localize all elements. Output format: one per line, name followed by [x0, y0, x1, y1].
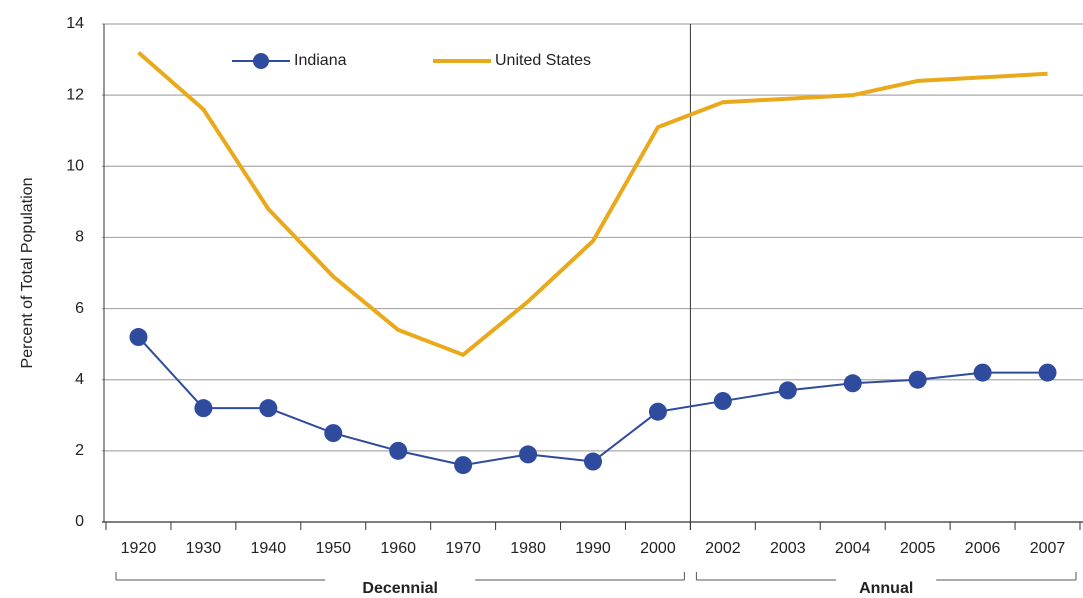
x-tick-label: 1920 — [121, 540, 157, 557]
marker — [843, 374, 862, 393]
legend-label: United States — [495, 52, 591, 69]
x-tick-label: 1970 — [445, 540, 481, 557]
y-tick-label: 4 — [75, 371, 84, 388]
y-tick-label: 6 — [75, 300, 84, 317]
marker — [259, 399, 278, 418]
x-tick-label: 2006 — [965, 540, 1001, 557]
series-line — [137, 336, 1048, 467]
y-axis-label: Percent of Total Population — [19, 178, 36, 369]
y-tick-label: 12 — [66, 86, 84, 103]
marker — [973, 363, 992, 382]
y-tick-label: 8 — [75, 229, 84, 246]
x-tick-label: 2005 — [900, 540, 936, 557]
x-tick-label: 1930 — [186, 540, 222, 557]
x-tick-label: 1990 — [575, 540, 611, 557]
y-tick-label: 2 — [75, 442, 84, 459]
marker — [1038, 363, 1057, 382]
legend-label: Indiana — [294, 52, 347, 69]
x-tick-label: 1950 — [315, 540, 351, 557]
x-tick-label: 1960 — [380, 540, 416, 557]
marker — [389, 441, 408, 460]
x-tick-label: 2000 — [640, 540, 676, 557]
marker — [324, 424, 343, 443]
x-tick-label: 2002 — [705, 540, 741, 557]
y-tick-label: 0 — [75, 513, 84, 530]
y-tick-label: 10 — [66, 158, 84, 175]
marker — [454, 456, 473, 475]
series-line — [137, 50, 1048, 357]
x-tick-label: 2004 — [835, 540, 871, 557]
marker — [194, 399, 213, 418]
group-label: Annual — [859, 580, 913, 597]
x-tick-label: 2007 — [1030, 540, 1066, 557]
marker — [713, 392, 732, 411]
group-label: Decennial — [362, 580, 438, 597]
legend-marker — [253, 53, 269, 69]
marker — [584, 452, 602, 471]
marker — [908, 370, 927, 389]
marker — [519, 445, 538, 464]
x-tick-label: 1940 — [251, 540, 287, 557]
x-tick-label: 2003 — [770, 540, 806, 557]
marker — [648, 402, 667, 421]
x-tick-label: 1980 — [510, 540, 546, 557]
marker — [129, 328, 148, 347]
y-tick-label: 14 — [66, 15, 84, 32]
marker — [778, 381, 797, 400]
